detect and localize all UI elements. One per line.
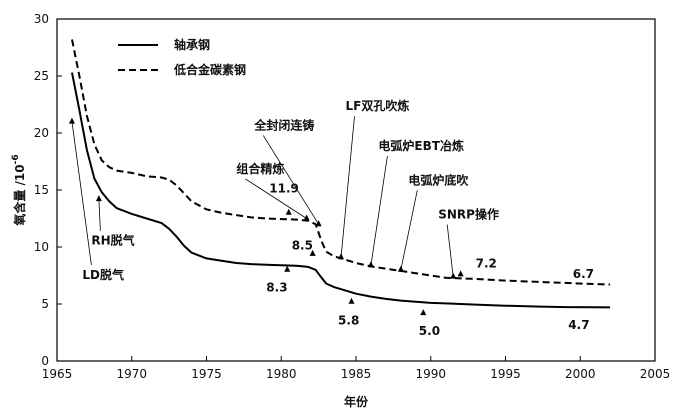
series-line-1 [71,39,611,286]
annotation-leader-6 [400,190,418,270]
annotation-marker-3 [315,220,322,227]
y-tick-label: 10 [34,240,49,254]
annotation-marker-7 [450,272,457,279]
annotation-label-0: LD脱气 [82,267,124,282]
x-tick-label: 1975 [191,367,222,381]
annotation-marker-6 [397,265,404,272]
y-tick-label: 0 [41,354,49,368]
annotation-marker-4 [338,253,345,260]
legend: 轴承钢 低合金碳素钢 [118,37,246,77]
value-label-4: 5.0 [419,324,440,338]
x-tick-label: 1995 [490,367,521,381]
svg-text:氧含量 /10-6: 氧含量 /10-6 [11,154,27,226]
series-layer [71,39,611,309]
annotation-marker-2 [303,214,310,221]
annotation-label-1: RH脱气 [91,233,134,248]
axes-layer: 1965 1970 1975 1980 1985 1990 1995 2000 2005 0 5 10… [34,12,671,381]
x-tick-label: 1980 [266,367,297,381]
annotation-leader-7 [446,224,454,277]
x-tick-label: 2005 [640,367,671,381]
annotation-label-3: 全封闭连铸 [253,118,314,133]
x-tick-label: 2000 [565,367,596,381]
value-label-1: 8.5 [292,238,313,252]
value-label-2: 8.3 [266,280,287,294]
x-tick-label: 1965 [42,367,73,381]
value-label-6: 6.7 [573,267,594,281]
y-axis-title-exponent: -6 [11,154,21,164]
value-marker-4 [420,309,427,316]
x-tick-label: 1970 [116,367,147,381]
x-tick-label: 1985 [341,367,372,381]
value-label-0: 11.9 [269,181,299,195]
legend-label-low-alloy-carbon-steel: 低合金碳素钢 [173,62,246,77]
x-tick-label: 1990 [415,367,446,381]
y-tick-label: 20 [34,126,49,140]
annotation-leader-3 [262,135,319,225]
y-tick-label: 30 [34,12,49,26]
annotation-leader-0 [71,121,92,265]
annotation-label-6: 电弧炉底吹 [408,172,469,187]
value-marker-3 [348,297,355,304]
value-marker-2 [284,265,291,272]
annotation-marker-0 [68,117,75,124]
y-axis-title: 氧含量 /10-6 [11,154,27,226]
annotation-leader-1 [98,199,101,231]
y-axis-title-text: 氧含量 /10 [12,164,27,226]
value-marker-1 [309,249,316,256]
y-tick-label: 25 [34,69,49,83]
x-axis-title: 年份 [344,394,369,409]
annotation-label-2: 组合精炼 [236,161,284,176]
y-tick-label: 15 [34,183,49,197]
annotation-label-5: 电弧炉EBT冶炼 [378,138,464,153]
value-label-3: 5.8 [338,314,359,328]
series-line-0 [71,72,611,309]
value-marker-0 [285,208,292,215]
annotation-label-7: SNRP操作 [438,207,499,222]
annotation-leader-5 [370,156,388,266]
y-tick-label: 5 [41,297,49,311]
value-label-5: 7.2 [476,257,497,271]
annotation-marker-5 [367,261,374,268]
annotation-marker-1 [95,195,102,202]
annotation-leader-2 [245,178,307,219]
value-marker-5 [457,270,464,277]
value-label-7: 4.7 [568,318,589,332]
annotation-label-4: LF双孔吹炼 [346,98,410,113]
legend-label-bearing-steel: 轴承钢 [174,37,210,52]
annotation-leader-4 [340,116,355,258]
